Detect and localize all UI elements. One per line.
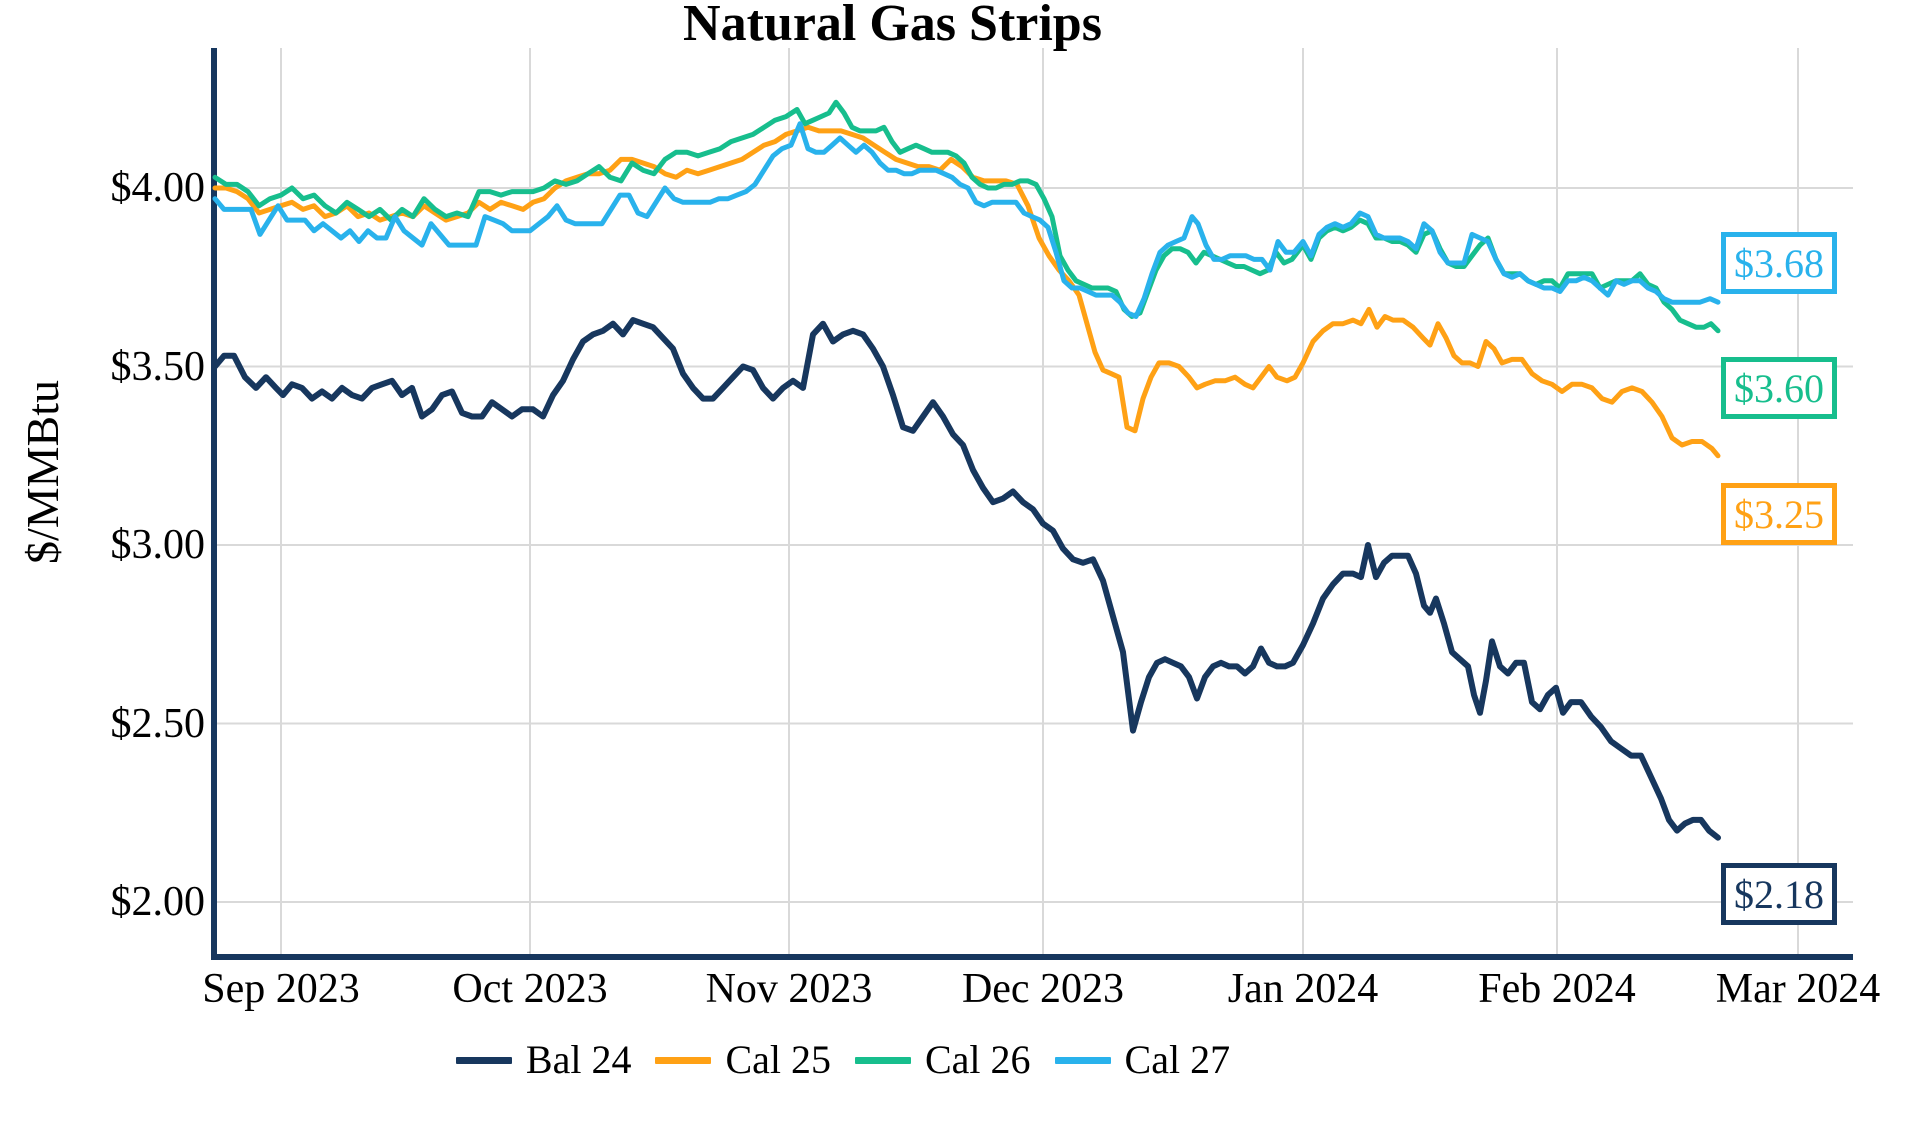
end-value-box: $3.25 xyxy=(1721,483,1837,545)
legend-label: Cal 25 xyxy=(725,1037,831,1082)
legend-swatch-icon xyxy=(1054,1056,1111,1064)
end-value-box: $2.18 xyxy=(1721,863,1837,925)
x-tick-label: Nov 2023 xyxy=(705,966,873,1012)
legend-swatch-icon xyxy=(655,1056,712,1064)
legend-item-cal-26: Cal 26 xyxy=(855,1038,1031,1082)
y-tick-label: $2.50 xyxy=(110,700,206,747)
legend-label: Cal 26 xyxy=(925,1037,1031,1082)
y-tick-label: $3.00 xyxy=(110,522,206,568)
series-line-cal25 xyxy=(212,124,1721,459)
x-tick-label: Feb 2024 xyxy=(1478,966,1636,1012)
x-tick-label: Sep 2023 xyxy=(202,966,360,1012)
legend-swatch-icon xyxy=(855,1056,911,1064)
legend-item-cal-25: Cal 25 xyxy=(655,1038,831,1082)
x-tick-label: Oct 2023 xyxy=(452,966,608,1012)
legend-swatch-icon xyxy=(455,1056,512,1064)
series-line-bal24 xyxy=(212,317,1721,841)
y-axis-title: $/MMBtu xyxy=(17,379,68,565)
y-tick-label: $3.50 xyxy=(110,343,206,390)
series-line-cal27 xyxy=(212,121,1721,319)
legend-label: Cal 27 xyxy=(1124,1037,1231,1082)
chart-title: Natural Gas Strips xyxy=(683,0,1102,52)
legend-item-cal-27: Cal 27 xyxy=(1054,1037,1231,1082)
legend-item-bal-24: Bal 24 xyxy=(455,1037,632,1082)
end-value-box: $3.60 xyxy=(1721,357,1837,419)
y-tick-label: $4.00 xyxy=(110,165,206,211)
y-tick-label: $2.00 xyxy=(110,879,206,925)
x-tick-label: Dec 2023 xyxy=(961,966,1125,1012)
legend-label: Bal 24 xyxy=(525,1037,632,1082)
x-tick-label: Mar 2024 xyxy=(1715,966,1881,1012)
legend: Bal 24 Cal 25 Cal 26 Cal 27 xyxy=(215,1038,1471,1082)
x-tick-label: Jan 2024 xyxy=(1227,966,1379,1012)
end-value-box: $3.68 xyxy=(1721,232,1837,294)
